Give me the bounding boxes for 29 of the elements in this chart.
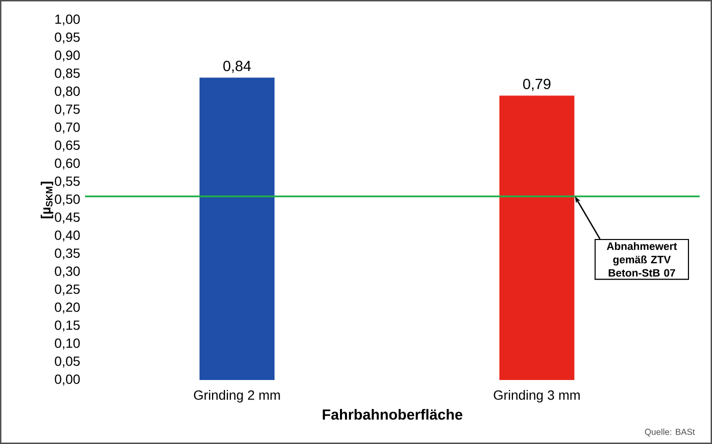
y-tick-label: 0,30 xyxy=(54,266,80,278)
y-tick-label: 0,50 xyxy=(54,194,80,206)
x-axis-title: Fahrbahnoberfläche xyxy=(322,408,462,420)
y-axis-title: [µ$_{SKM}$] xyxy=(40,182,54,218)
y-tick-label: 1,00 xyxy=(55,14,80,26)
y-tick-label: 0,35 xyxy=(54,248,80,260)
y-tick-label: 0,80 xyxy=(54,86,80,98)
y-tick-label: 0,25 xyxy=(54,284,80,296)
ref-line-label: Abnahmewert gemäß ZTV Beton-StB 07 xyxy=(606,242,677,277)
x-tick-label: Grinding 2 mm xyxy=(194,390,280,402)
x-tick-label: Grinding 3 mm xyxy=(494,390,580,402)
y-tick-label: 0,20 xyxy=(54,302,80,314)
y-tick-label: 0,85 xyxy=(54,68,80,80)
source-note: Quelle: BASt xyxy=(644,428,695,436)
data-label: 0,79 xyxy=(523,78,550,91)
y-tick-label: 0,10 xyxy=(54,338,80,350)
y-tick-label: 0,45 xyxy=(54,212,80,224)
y-tick-label: 0,70 xyxy=(54,122,80,134)
y-tick-label: 0,65 xyxy=(54,140,80,152)
y-tick-label: 0,60 xyxy=(54,158,80,170)
data-label: 0,84 xyxy=(223,60,251,73)
y-tick-label: 0,00 xyxy=(54,374,80,386)
y-tick-label: 0,05 xyxy=(54,356,80,368)
y-tick-label: 0,15 xyxy=(54,320,80,332)
y-tick-label: 0,75 xyxy=(54,104,80,116)
y-tick-label: 0,90 xyxy=(54,50,80,62)
y-tick-label: 0,55 xyxy=(54,176,80,188)
y-tick-label: 0,40 xyxy=(54,230,80,242)
y-tick-label: 0,95 xyxy=(54,32,80,44)
